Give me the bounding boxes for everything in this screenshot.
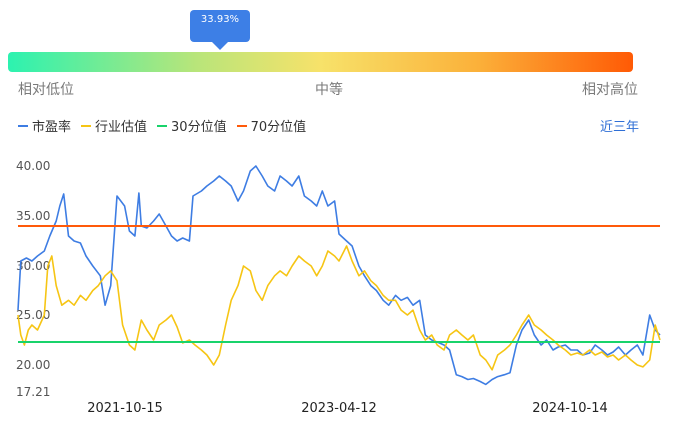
y-tick-label: 30.00 — [16, 259, 50, 273]
chart-legend: 市盈率 行业估值 30分位值 70分位值 — [18, 116, 306, 135]
gauge-high-label: 相对高位 — [582, 82, 638, 98]
legend-label-pe: 市盈率 — [32, 120, 72, 135]
legend-label-p30: 30分位值 — [171, 120, 227, 135]
legend-item-p70[interactable]: 70分位值 — [236, 116, 307, 135]
percentile-value: 33.93% — [200, 14, 240, 25]
y-tick-label: 17.21 — [16, 385, 50, 399]
x-tick-label: 2024-10-14 — [532, 401, 608, 416]
x-tick-label: 2023-04-12 — [301, 401, 377, 416]
legend-label-industry: 行业估值 — [95, 120, 148, 135]
y-tick-label: 20.00 — [16, 358, 50, 372]
legend-swatch-p70 — [236, 124, 247, 127]
legend-swatch-pe — [18, 124, 28, 127]
legend-swatch-p30 — [157, 124, 168, 127]
y-tick-label: 35.00 — [16, 209, 50, 223]
valuation-gauge-bar — [8, 52, 633, 72]
period-selector-button[interactable]: 近三年 — [600, 120, 640, 135]
legend-item-pe[interactable]: 市盈率 — [18, 116, 71, 135]
percentile-tooltip: 33.93% — [190, 10, 250, 50]
legend-item-industry[interactable]: 行业估值 — [81, 116, 147, 135]
y-tick-label: 40.00 — [16, 159, 50, 173]
legend-item-p30[interactable]: 30分位值 — [157, 116, 227, 135]
legend-swatch-industry — [81, 124, 92, 127]
x-tick-label: 2021-10-15 — [87, 401, 163, 416]
legend-label-p70: 70分位值 — [250, 120, 307, 135]
series-line-1 — [17, 245, 661, 371]
gauge-mid-label: 中等 — [315, 82, 343, 98]
gauge-low-label: 相对低位 — [18, 82, 74, 98]
y-tick-label: 25.00 — [16, 308, 50, 322]
series-line-0 — [17, 165, 661, 386]
